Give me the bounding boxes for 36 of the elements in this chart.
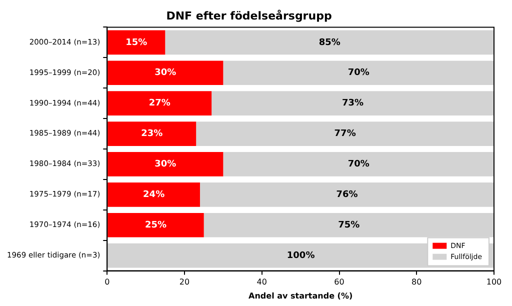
bar (108, 91, 212, 116)
bar (165, 30, 494, 55)
x-tick-label: 20 (179, 278, 190, 287)
bar (108, 212, 204, 238)
x-tick-label: 80 (412, 278, 422, 287)
x-tick-label: 40 (256, 278, 267, 287)
x-tick-label: 60 (334, 278, 344, 287)
data-label: 73% (342, 98, 364, 109)
bar (200, 182, 494, 207)
x-tick-label: 100 (486, 278, 502, 287)
bar (108, 152, 224, 176)
data-label: 27% (148, 98, 170, 109)
data-label: 70% (348, 68, 370, 78)
data-label: 76% (336, 190, 358, 200)
bar (196, 122, 494, 146)
bar (108, 60, 224, 86)
data-label: 23% (141, 129, 163, 140)
data-label: 77% (334, 129, 356, 140)
data-label: 15% (126, 38, 148, 48)
bar (108, 122, 196, 146)
x-tick-label: 0 (104, 278, 110, 287)
data-label: 24% (143, 190, 165, 200)
bar (108, 182, 200, 207)
data-label: 30% (154, 160, 176, 170)
data-label: 70% (348, 160, 370, 170)
bar (212, 91, 494, 116)
chart-title: DNF efter födelseårsgrupp (166, 9, 332, 22)
bar (223, 152, 494, 176)
x-axis-title: Andel av startande (%) (248, 291, 353, 300)
data-label: 85% (318, 38, 340, 48)
data-label: 30% (154, 68, 176, 78)
bar (223, 60, 494, 86)
data-label: 25% (144, 220, 167, 230)
data-label: 75% (338, 220, 360, 230)
data-label: 100% (286, 250, 315, 261)
bar (108, 30, 166, 55)
